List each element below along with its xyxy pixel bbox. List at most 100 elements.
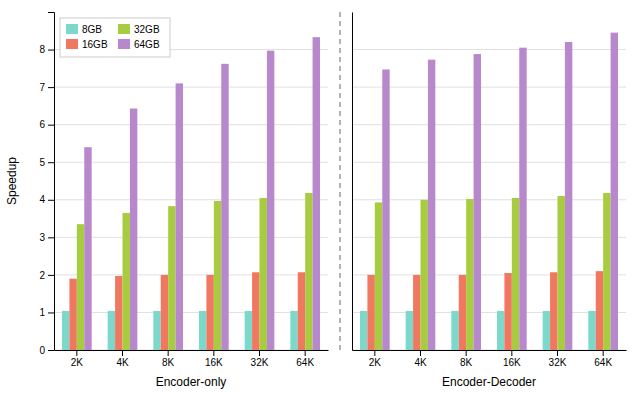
legend-item: 64GB [118, 39, 160, 50]
x-tick: 4K [414, 350, 427, 368]
x-tick-label: 4K [116, 357, 129, 368]
bar [298, 272, 305, 350]
bar [596, 271, 603, 350]
x-tick-label: 64K [594, 357, 612, 368]
x-tick: 16K [503, 350, 521, 368]
grid [352, 50, 626, 350]
x-tick: 64K [296, 350, 314, 368]
x-tick-label: 32K [251, 357, 269, 368]
bar [504, 273, 511, 350]
bar [260, 198, 267, 350]
bar [550, 272, 557, 350]
y-tick-label: 6 [39, 119, 45, 130]
x-tick: 8K [460, 350, 473, 368]
y-tick-mark [48, 275, 54, 276]
x-tick-mark [76, 350, 77, 356]
legend-label: 8GB [82, 24, 102, 35]
grid-line [352, 87, 626, 88]
bar [421, 200, 428, 350]
bar [474, 54, 481, 350]
grid-line [54, 274, 328, 275]
x-tick-mark [420, 350, 421, 356]
x-tick-label: 8K [162, 357, 175, 368]
x-tick-label: 64K [296, 357, 314, 368]
y-tick: 3 [39, 232, 54, 243]
y-tick: 0 [39, 345, 54, 356]
x-axis: 2K 4K 8K 16K 32K 64K [353, 350, 627, 368]
y-tick-mark [48, 162, 54, 163]
x-tick-mark [168, 350, 169, 356]
grid-line [352, 162, 626, 163]
bars [360, 33, 618, 350]
y-axis: 012345678 [39, 13, 54, 356]
panel-divider [339, 12, 340, 350]
x-tick-mark [603, 350, 604, 356]
bar [62, 311, 69, 350]
x-tick-mark [557, 350, 558, 356]
grid-line [352, 350, 626, 351]
bar [77, 224, 84, 350]
y-axis-title: Speedup [5, 157, 19, 205]
x-tick: 2K [369, 350, 382, 368]
bars [62, 37, 320, 350]
y-tick: 7 [39, 82, 54, 93]
y-tick: 6 [39, 119, 54, 130]
x-tick-label: 16K [503, 357, 521, 368]
legend-swatch [66, 24, 78, 34]
legend-swatch [66, 39, 78, 49]
x-tick-label: 8K [460, 357, 473, 368]
x-tick-mark [213, 350, 214, 356]
panel: 0123456782K4K8K16K32K64KEncoder-onlySpee… [5, 13, 329, 390]
x-tick-mark [305, 350, 306, 356]
x-tick-label: 2K [369, 357, 382, 368]
bar [290, 311, 297, 350]
bar [115, 276, 122, 350]
y-tick-label: 7 [39, 82, 45, 93]
bar [176, 83, 183, 350]
bar [565, 42, 572, 350]
x-tick: 4K [116, 350, 129, 368]
bar [588, 311, 595, 350]
legend: 8GB 16GB 32GB 64GB [60, 18, 170, 57]
grid-line [352, 124, 626, 125]
legend-label: 32GB [134, 24, 160, 35]
bar [84, 147, 91, 350]
grid-line [352, 199, 626, 200]
bar [252, 272, 259, 350]
bar [451, 311, 458, 350]
bar [519, 48, 526, 350]
y-tick-label: 5 [39, 157, 45, 168]
grid-line [54, 162, 328, 163]
grid-line [54, 199, 328, 200]
legend-swatch [118, 24, 130, 34]
bar [108, 311, 115, 350]
bar [512, 198, 519, 350]
legend-label: 64GB [134, 39, 160, 50]
grid-line [352, 49, 626, 50]
legend-box [60, 18, 170, 57]
bar [466, 199, 473, 350]
series [77, 193, 313, 350]
x-tick-mark [122, 350, 123, 356]
x-tick-label: 16K [205, 357, 223, 368]
y-tick-label: 0 [39, 345, 45, 356]
y-tick: 1 [39, 307, 54, 318]
bar [206, 275, 213, 350]
x-tick: 32K [549, 350, 567, 368]
bar [367, 275, 374, 350]
x-tick-mark [511, 350, 512, 356]
y-tick: 5 [39, 157, 54, 168]
bar [603, 193, 610, 350]
grid-line [352, 312, 626, 313]
grid-line [54, 237, 328, 238]
grid [54, 50, 328, 350]
y-tick-mark [48, 125, 54, 126]
x-axis-title: Encoder-only [156, 375, 227, 389]
grid-line [54, 87, 328, 88]
legend-label: 16GB [82, 39, 108, 50]
bar [221, 64, 228, 350]
bar [168, 206, 175, 350]
x-tick: 8K [162, 350, 175, 368]
bar [153, 311, 160, 350]
y-tick: 8 [39, 44, 54, 55]
